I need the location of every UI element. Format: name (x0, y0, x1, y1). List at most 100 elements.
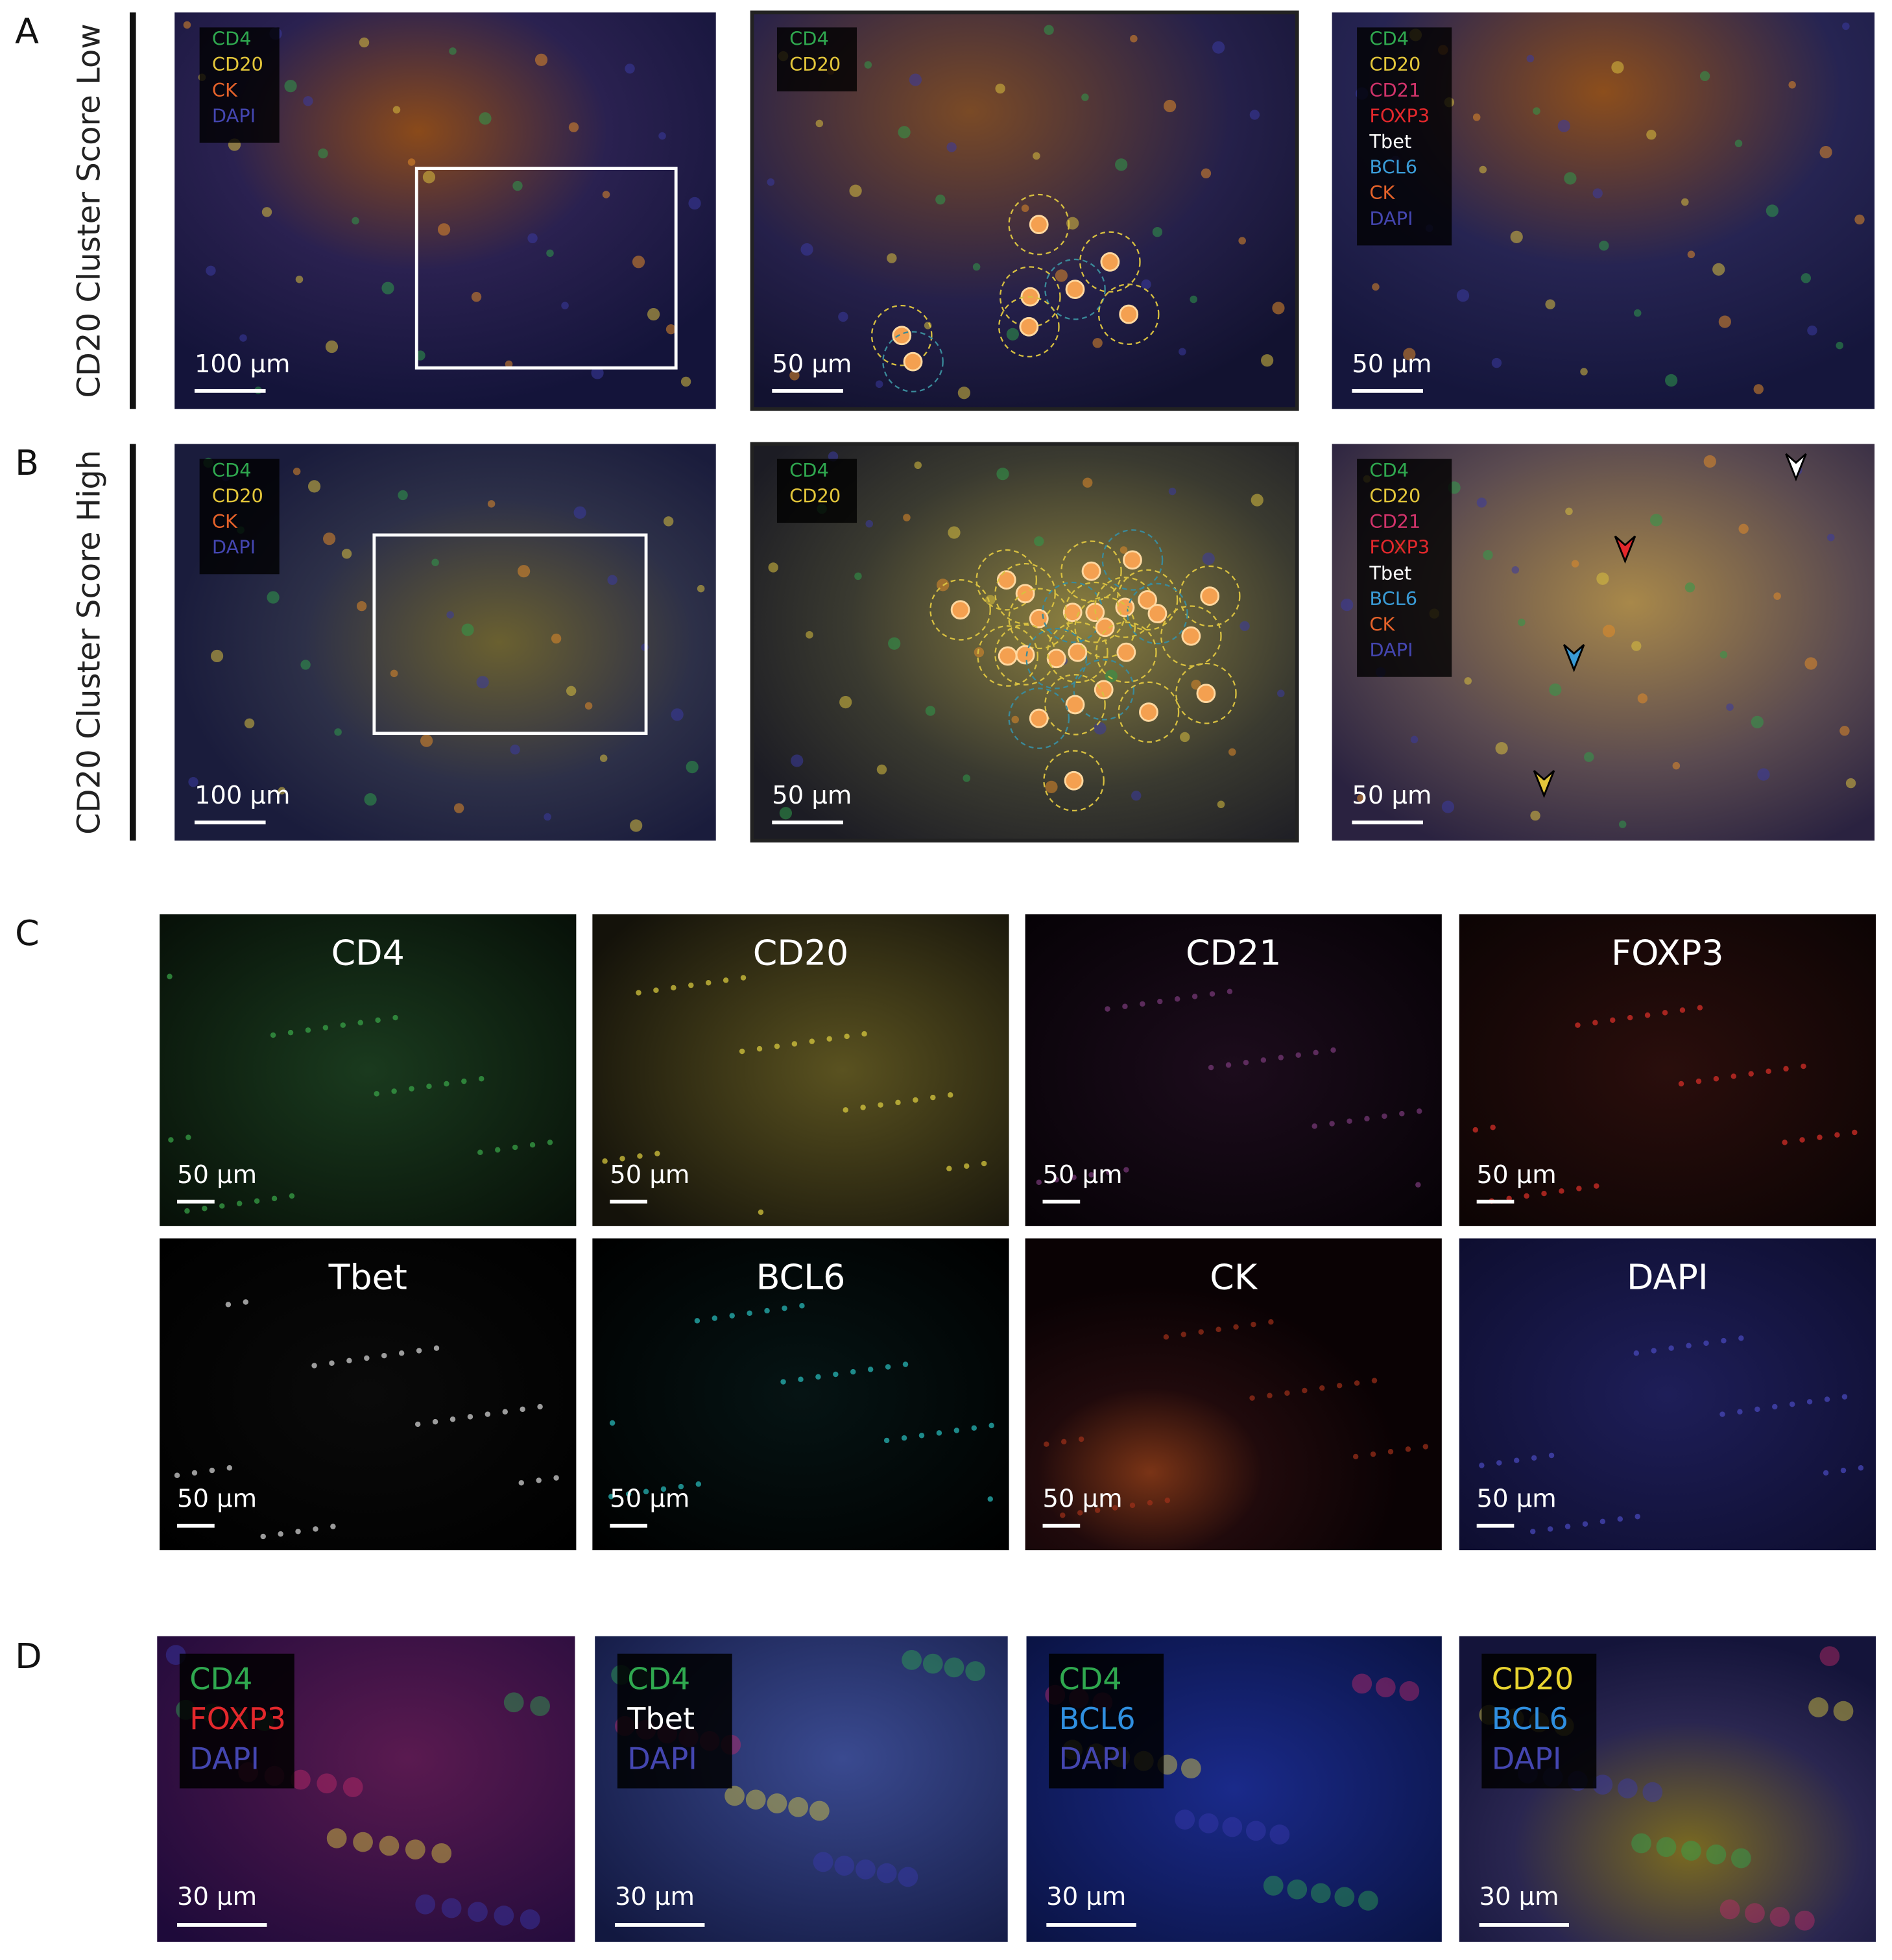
cell (1836, 341, 1844, 350)
cell (568, 122, 579, 132)
cell (1617, 1516, 1623, 1522)
cell (747, 1310, 752, 1317)
cell (1081, 93, 1089, 101)
cell (826, 1036, 832, 1042)
scale-label: 30 µm (615, 1882, 695, 1911)
cell-ring (1044, 258, 1106, 320)
cd20-cell (1196, 684, 1216, 704)
cell-ring (1043, 750, 1105, 812)
cell (374, 1091, 379, 1097)
cell (813, 1852, 833, 1872)
cell (1817, 1134, 1823, 1140)
cell (1594, 1183, 1599, 1189)
channel-image (160, 1238, 577, 1551)
channel-title: Tbet (328, 1257, 407, 1298)
cell (1695, 1078, 1702, 1084)
cell (1168, 487, 1177, 496)
cell (1738, 523, 1749, 534)
cell (407, 158, 416, 166)
row-title: CD20 Cluster Score High (71, 450, 107, 835)
cell (632, 256, 645, 269)
cell (537, 1404, 543, 1410)
cell-ring (976, 549, 1038, 611)
cell (1302, 1387, 1308, 1394)
cell (323, 532, 336, 545)
cell (1766, 204, 1779, 217)
cell-ring (1025, 627, 1087, 689)
cell (398, 1350, 405, 1356)
cell (467, 1414, 473, 1420)
cell (1272, 302, 1285, 315)
cell (1854, 214, 1865, 225)
cell (654, 1151, 660, 1156)
cell (844, 1033, 850, 1040)
cell (420, 734, 433, 747)
cell (1592, 1020, 1598, 1025)
cell (1269, 1824, 1290, 1845)
cell (972, 263, 981, 271)
cell (183, 21, 191, 29)
cell (225, 1302, 232, 1308)
cell (1088, 1172, 1094, 1178)
cell (534, 53, 548, 66)
cell (1060, 1512, 1066, 1518)
cell (453, 803, 464, 813)
cell (1827, 533, 1835, 542)
cell (202, 1206, 208, 1212)
cell (643, 1488, 649, 1494)
cell (1053, 1177, 1059, 1183)
cell (547, 1140, 553, 1145)
legend-entry: Tbet (1369, 562, 1411, 584)
cell (867, 1367, 874, 1372)
cell (740, 975, 747, 981)
legend-entry: CD20 (1492, 1662, 1574, 1697)
cell (303, 96, 313, 106)
cd20-cell (998, 646, 1018, 666)
cell (948, 526, 961, 539)
cell (1753, 384, 1764, 394)
legend-entry: CD20 (1369, 484, 1420, 507)
cell (1410, 735, 1419, 744)
cell (1403, 348, 1416, 361)
cell (1530, 810, 1540, 821)
cell (1399, 1110, 1405, 1117)
cell (1737, 1409, 1743, 1415)
cell (441, 1898, 462, 1918)
cell (1284, 1390, 1290, 1396)
cell (1370, 1451, 1376, 1457)
cell (1635, 1513, 1640, 1520)
cell (1651, 1348, 1657, 1354)
legend-entry: FOXP3 (1369, 536, 1430, 558)
cell (510, 744, 520, 755)
cd20-cell (1019, 317, 1039, 337)
cell (1164, 99, 1177, 113)
cell-ring (1074, 596, 1136, 658)
legend-entry: CK (212, 510, 238, 532)
cell (1582, 1521, 1588, 1527)
cell (1757, 768, 1770, 781)
cell (1364, 1116, 1370, 1122)
cell (1584, 752, 1594, 762)
cell (318, 148, 328, 159)
cell (678, 1483, 684, 1490)
cell (1278, 1055, 1284, 1060)
cell (745, 1789, 766, 1810)
scale-bar (177, 1199, 215, 1204)
cell (1795, 1910, 1815, 1931)
cell (416, 1348, 422, 1354)
legend-box (1049, 1653, 1164, 1789)
cell (267, 591, 280, 604)
cell-ring (870, 304, 933, 366)
cell (520, 1406, 525, 1413)
cell (723, 977, 729, 983)
legend-box (1481, 1653, 1597, 1789)
cell (946, 142, 957, 152)
cell (1222, 1817, 1243, 1837)
cell (546, 249, 554, 257)
cell-ring (1079, 231, 1141, 293)
cell (485, 1411, 491, 1417)
legend-entry: BCL6 (1369, 588, 1417, 610)
cell (536, 1477, 542, 1483)
scale-bar (1046, 1923, 1136, 1927)
legend-entry: CD4 (1369, 459, 1409, 481)
